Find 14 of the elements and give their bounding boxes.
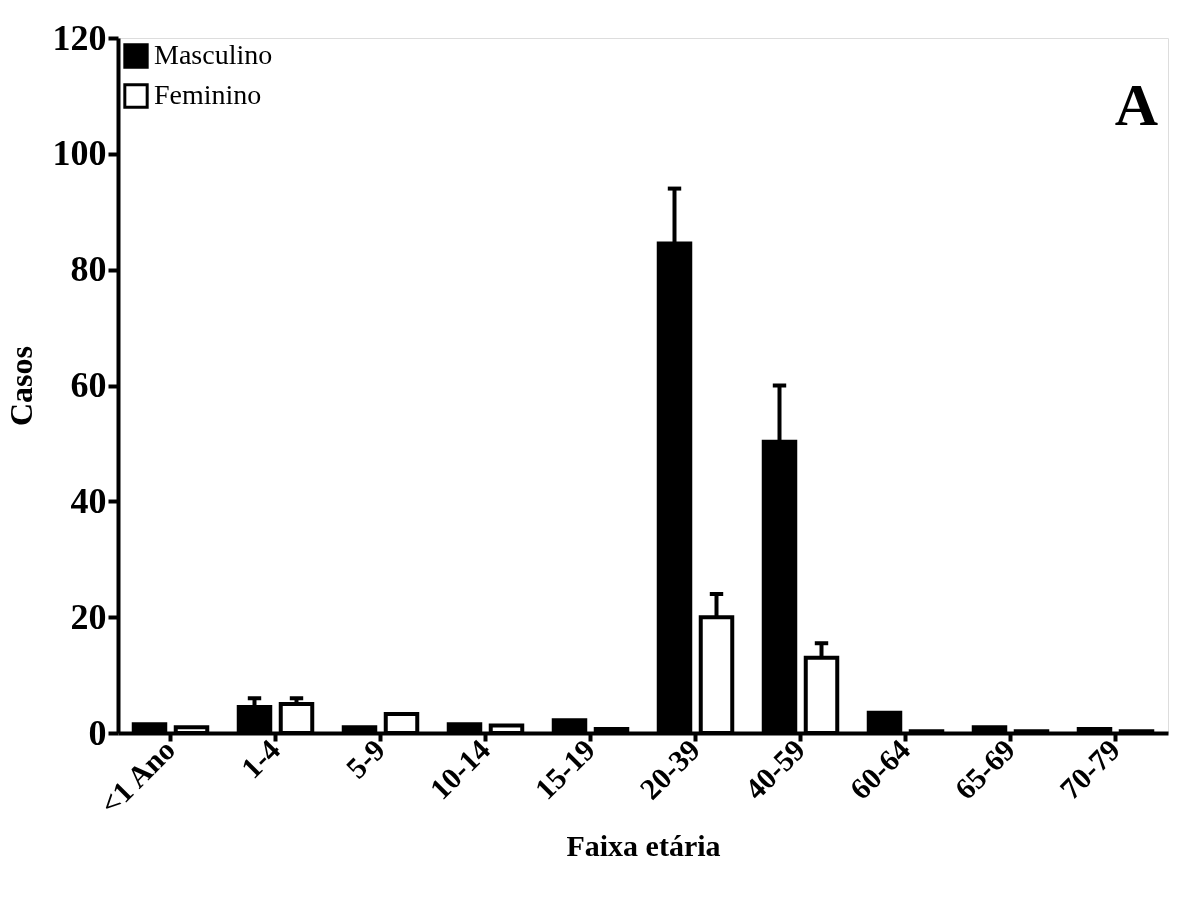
x-tick-label: 5-9 — [339, 732, 392, 785]
x-tick-label: 1-4 — [234, 732, 287, 785]
legend-label: Feminino — [154, 79, 262, 110]
x-axis-title: Faixa etária — [566, 828, 721, 862]
annotation: A — [1114, 72, 1158, 138]
y-axis-title: Casos — [2, 345, 39, 427]
legend-label: Masculino — [154, 39, 273, 70]
y-tick-label: 20 — [70, 596, 107, 637]
y-tick-label: 60 — [70, 365, 107, 405]
y-tick-label: 0 — [88, 712, 107, 753]
y-tick-label: 120 — [52, 17, 107, 58]
y-tick-label: 40 — [70, 480, 107, 521]
y-tick-label: 100 — [52, 133, 107, 174]
y-tick-label: 80 — [70, 249, 107, 290]
